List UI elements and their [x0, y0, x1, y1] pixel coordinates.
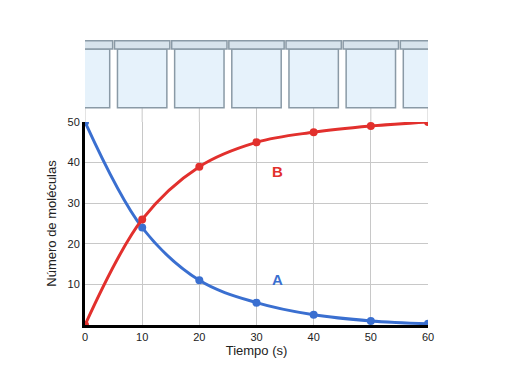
svg-text:B: B — [272, 163, 283, 180]
svg-text:20: 20 — [68, 238, 80, 250]
svg-text:10: 10 — [68, 278, 80, 290]
svg-text:60: 60 — [422, 331, 434, 343]
svg-text:Tiempo (s): Tiempo (s) — [226, 343, 288, 358]
svg-text:50: 50 — [68, 116, 80, 128]
svg-text:50: 50 — [365, 331, 377, 343]
svg-text:40: 40 — [308, 331, 320, 343]
svg-text:Número de moléculas: Número de moléculas — [44, 160, 59, 287]
svg-text:0: 0 — [82, 331, 88, 343]
svg-text:20: 20 — [193, 331, 205, 343]
svg-text:30: 30 — [250, 331, 262, 343]
svg-text:40: 40 — [68, 156, 80, 168]
svg-text:30: 30 — [68, 197, 80, 209]
svg-text:A: A — [272, 271, 283, 288]
svg-text:10: 10 — [136, 331, 148, 343]
